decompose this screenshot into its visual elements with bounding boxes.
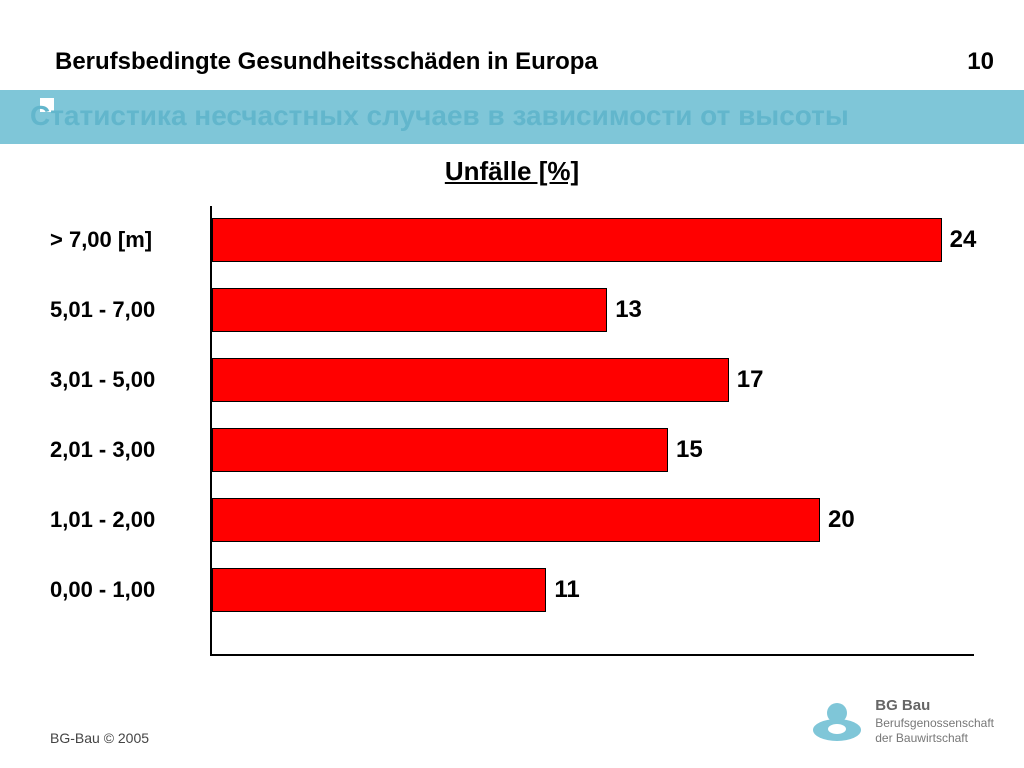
bar-chart: > 7,00 [m] 24 5,01 - 7,00 13 3,01 - 5,00 17 2,… (50, 206, 974, 656)
category-label: 0,00 - 1,00 (50, 577, 200, 603)
x-axis (210, 654, 974, 656)
chart-row: 0,00 - 1,00 11 (50, 568, 974, 612)
value-label: 20 (820, 498, 855, 542)
chart-row: 2,01 - 3,00 15 (50, 428, 974, 472)
bar-wrap: 20 (212, 498, 974, 542)
logo-line1: BG Bau (875, 697, 994, 716)
bar (212, 428, 668, 472)
value-label: 15 (668, 428, 703, 472)
chart-row: 5,01 - 7,00 13 (50, 288, 974, 332)
value-label: 17 (729, 358, 764, 402)
subtitle: Статистика несчастных случаев в зависимо… (30, 100, 1024, 132)
chart-row: 3,01 - 5,00 17 (50, 358, 974, 402)
category-label: > 7,00 [m] (50, 227, 200, 253)
page-number: 10 (967, 48, 994, 76)
slide: Berufsbedingte Gesundheitsschäden in Eur… (0, 0, 1024, 768)
category-label: 5,01 - 7,00 (50, 297, 200, 323)
chart-row: > 7,00 [m] 24 (50, 218, 974, 262)
logo-line2: Berufsgenossenschaft (875, 716, 994, 731)
bar (212, 568, 546, 612)
bar-wrap: 11 (212, 568, 974, 612)
chart-row: 1,01 - 2,00 20 (50, 498, 974, 542)
value-label: 11 (546, 568, 579, 612)
bar (212, 498, 820, 542)
footer-logo: BG Bau Berufsgenossenschaft der Bauwirts… (810, 697, 994, 746)
chart-title: Unfälle [%] (0, 156, 1024, 187)
bar (212, 218, 942, 262)
bar (212, 358, 729, 402)
category-label: 3,01 - 5,00 (50, 367, 200, 393)
bgbau-logo-icon (810, 700, 865, 744)
category-label: 1,01 - 2,00 (50, 507, 200, 533)
bar (212, 288, 607, 332)
footer-copyright: BG-Bau © 2005 (50, 730, 149, 746)
bar-wrap: 24 (212, 218, 974, 262)
value-label: 24 (942, 218, 977, 262)
bar-wrap: 13 (212, 288, 974, 332)
value-label: 13 (607, 288, 642, 332)
logo-text: BG Bau Berufsgenossenschaft der Bauwirts… (875, 697, 994, 746)
bar-wrap: 17 (212, 358, 974, 402)
logo-line3: der Bauwirtschaft (875, 731, 994, 746)
bar-wrap: 15 (212, 428, 974, 472)
page-title: Berufsbedingte Gesundheitsschäden in Eur… (55, 48, 598, 76)
category-label: 2,01 - 3,00 (50, 437, 200, 463)
